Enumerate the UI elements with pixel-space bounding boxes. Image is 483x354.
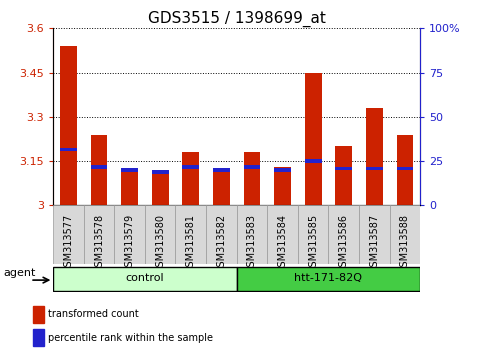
Bar — [84, 205, 114, 264]
Bar — [267, 205, 298, 264]
Text: GSM313588: GSM313588 — [400, 214, 410, 273]
Text: GSM313579: GSM313579 — [125, 214, 135, 273]
Bar — [206, 205, 237, 264]
Bar — [305, 159, 322, 163]
Title: GDS3515 / 1398699_at: GDS3515 / 1398699_at — [148, 11, 326, 27]
Bar — [298, 205, 328, 264]
Text: GSM313577: GSM313577 — [63, 214, 73, 273]
Bar — [328, 205, 359, 264]
Bar — [243, 152, 260, 205]
Bar — [335, 146, 352, 205]
Text: agent: agent — [3, 268, 35, 278]
Bar — [33, 306, 44, 323]
Text: GSM313586: GSM313586 — [339, 214, 349, 273]
Bar — [243, 165, 260, 169]
Text: control: control — [126, 273, 164, 283]
Text: GSM313587: GSM313587 — [369, 214, 379, 273]
Bar — [305, 73, 322, 205]
Bar — [397, 135, 413, 205]
Bar — [175, 205, 206, 264]
Bar — [152, 173, 169, 205]
Bar — [366, 108, 383, 205]
Bar — [91, 165, 107, 169]
Bar — [91, 135, 107, 205]
Text: percentile rank within the sample: percentile rank within the sample — [48, 332, 213, 343]
Text: GSM313578: GSM313578 — [94, 214, 104, 273]
Bar — [152, 170, 169, 174]
Bar — [60, 46, 77, 205]
Bar — [366, 167, 383, 170]
Bar — [121, 170, 138, 205]
Bar — [213, 168, 230, 172]
Text: GSM313581: GSM313581 — [186, 214, 196, 273]
Bar — [390, 205, 420, 264]
Text: GSM313583: GSM313583 — [247, 214, 257, 273]
Text: GSM313582: GSM313582 — [216, 214, 227, 273]
Bar — [237, 267, 420, 291]
Bar — [335, 167, 352, 170]
Bar — [60, 148, 77, 151]
Bar — [53, 205, 84, 264]
Bar — [237, 205, 267, 264]
Text: GSM313585: GSM313585 — [308, 214, 318, 273]
Bar — [183, 152, 199, 205]
Text: GSM313584: GSM313584 — [278, 214, 287, 273]
Bar — [274, 167, 291, 205]
Bar — [53, 267, 237, 291]
Bar — [33, 329, 44, 347]
Bar — [213, 170, 230, 205]
Bar — [359, 205, 390, 264]
Text: htt-171-82Q: htt-171-82Q — [295, 273, 362, 283]
Bar — [114, 205, 145, 264]
Bar — [274, 168, 291, 172]
Bar — [121, 168, 138, 172]
Bar — [145, 205, 175, 264]
Text: transformed count: transformed count — [48, 309, 139, 319]
Bar — [397, 167, 413, 170]
Text: GSM313580: GSM313580 — [155, 214, 165, 273]
Bar — [183, 165, 199, 169]
